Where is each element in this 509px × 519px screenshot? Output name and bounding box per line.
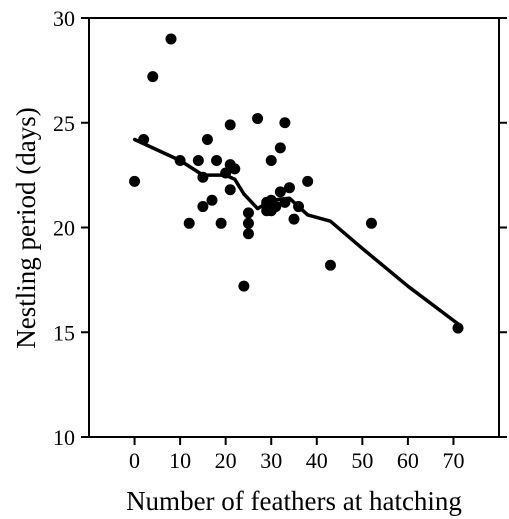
x-tick-label: 10 — [169, 448, 191, 473]
data-point — [224, 119, 236, 131]
data-point — [138, 134, 150, 146]
x-tick-label: 30 — [260, 448, 282, 473]
data-point — [197, 171, 209, 183]
y-tick-label: 30 — [53, 6, 75, 31]
x-tick-label: 60 — [397, 448, 419, 473]
data-point — [365, 217, 377, 229]
data-point — [197, 201, 209, 213]
x-tick-label: 50 — [351, 448, 373, 473]
data-point — [279, 117, 291, 129]
data-point — [288, 213, 300, 225]
data-point — [265, 154, 277, 166]
data-point — [165, 33, 177, 45]
ticks — [81, 17, 507, 445]
y-tick-label: 15 — [53, 320, 75, 345]
data-point — [274, 142, 286, 154]
data-point — [220, 167, 232, 179]
data-point — [129, 175, 141, 187]
data-point — [242, 228, 254, 240]
data-point — [242, 207, 254, 219]
data-point — [192, 154, 204, 166]
data-point — [293, 201, 305, 213]
data-point — [252, 113, 264, 125]
x-axis-title: Number of feathers at hatching — [126, 486, 462, 516]
data-point — [238, 280, 250, 292]
data-point — [452, 322, 464, 334]
data-point — [201, 134, 213, 146]
data-point — [215, 217, 227, 229]
data-point — [224, 184, 236, 196]
y-tick-label: 20 — [53, 216, 75, 241]
x-tick-label: 40 — [306, 448, 328, 473]
x-tick-label: 0 — [129, 448, 140, 473]
data-point — [211, 154, 223, 166]
tick-labels: 0 10 20 30 40 50 60 70 10 15 20 25 30 — [53, 6, 464, 473]
y-tick-label: 25 — [53, 111, 75, 136]
data-point — [279, 196, 291, 208]
data-point — [324, 259, 336, 271]
data-points — [129, 33, 464, 334]
data-point — [183, 217, 195, 229]
data-point — [229, 163, 241, 175]
data-point — [147, 71, 159, 83]
x-tick-label: 20 — [215, 448, 237, 473]
y-axis-title: Nestling period (days) — [11, 107, 41, 348]
data-point — [274, 186, 286, 198]
data-point — [206, 194, 218, 206]
data-point — [270, 201, 282, 213]
y-tick-label: 10 — [53, 425, 75, 450]
trend-line — [132, 137, 460, 326]
x-tick-label: 70 — [442, 448, 464, 473]
data-point — [302, 175, 314, 187]
data-point — [174, 154, 186, 166]
data-point — [242, 217, 254, 229]
data-point — [283, 182, 295, 194]
